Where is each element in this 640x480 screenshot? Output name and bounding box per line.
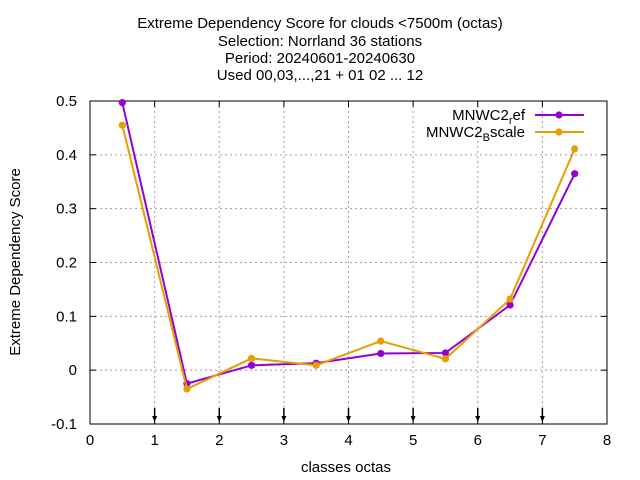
arrow-marker bbox=[539, 408, 545, 422]
tick-label-layer: 0 1 2 3 4 5 6 7 8 -0.1 0 0.1 0.2 0.3 0.4 0.5 bbox=[51, 93, 611, 449]
series-2 bbox=[118, 121, 579, 393]
x-tick-label: 2 bbox=[215, 432, 223, 449]
data-point bbox=[312, 361, 320, 369]
arrow-marker-layer bbox=[152, 408, 545, 422]
x-tick-label: 5 bbox=[409, 432, 417, 449]
arrow-marker bbox=[216, 408, 222, 422]
data-point bbox=[377, 349, 385, 358]
legend-label: MNWC2Bscale bbox=[426, 124, 525, 144]
data-point bbox=[571, 145, 579, 153]
x-tick-label: 8 bbox=[603, 432, 611, 449]
legend-label: MNWC2ref bbox=[452, 107, 526, 127]
arrow-marker-head bbox=[410, 416, 416, 422]
data-point bbox=[441, 349, 450, 357]
data-point bbox=[506, 295, 514, 303]
data-point bbox=[571, 170, 579, 178]
chart-title-line-3: Period: 20240601-20240630 bbox=[224, 50, 416, 67]
x-tick-label: 7 bbox=[538, 432, 546, 449]
series-1 bbox=[118, 99, 579, 388]
arrow-marker bbox=[281, 408, 287, 422]
arrow-marker-head bbox=[152, 416, 158, 422]
y-tick-label: 0.5 bbox=[56, 93, 77, 110]
x-tick-label: 1 bbox=[150, 432, 158, 449]
arrow-marker bbox=[475, 408, 481, 422]
data-point bbox=[247, 361, 256, 369]
x-tick-label: 4 bbox=[344, 432, 352, 449]
arrow-marker bbox=[346, 408, 351, 422]
legend-entry-1: MNWC2ref bbox=[452, 107, 584, 127]
series-layer bbox=[118, 99, 579, 393]
arrow-marker-head bbox=[475, 416, 481, 422]
y-tick-label: 0 bbox=[69, 362, 77, 379]
y-tick-label: 0.2 bbox=[56, 255, 77, 272]
x-tick-label: 3 bbox=[280, 432, 288, 449]
data-point bbox=[183, 385, 191, 393]
arrow-marker bbox=[152, 408, 158, 422]
data-point bbox=[377, 337, 385, 345]
y-tick-label: 0.3 bbox=[56, 201, 77, 218]
legend-swatch-point bbox=[555, 128, 563, 136]
data-point bbox=[118, 99, 126, 107]
chart-title-line-1: Extreme Dependency Score for clouds <750… bbox=[137, 15, 503, 32]
data-point bbox=[441, 355, 450, 363]
y-tick-label: 0.1 bbox=[56, 308, 77, 325]
grid-layer bbox=[90, 101, 607, 424]
chart-title-line-4: Used 00,03,...,21 + 01 02 ... 12 bbox=[216, 67, 424, 84]
arrow-marker-head bbox=[281, 416, 287, 422]
series-line bbox=[121, 124, 576, 391]
data-point bbox=[247, 354, 256, 362]
legend-swatch-point bbox=[555, 111, 563, 119]
chart-title-line-2: Selection: Norrland 36 stations bbox=[217, 33, 423, 50]
y-axis-label: Extreme Dependency Score bbox=[7, 168, 24, 356]
legend-entry-2: MNWC2Bscale bbox=[426, 124, 584, 144]
x-tick-label: 6 bbox=[474, 432, 482, 449]
y-tick-label: 0.4 bbox=[56, 147, 77, 164]
y-tick-label: -0.1 bbox=[51, 416, 77, 433]
arrow-marker-head bbox=[216, 416, 222, 422]
x-tick-label: 0 bbox=[86, 432, 94, 449]
arrow-marker-head bbox=[346, 416, 351, 422]
data-point bbox=[118, 121, 126, 129]
series-line bbox=[121, 102, 576, 385]
data-point bbox=[506, 301, 514, 309]
arrow-marker bbox=[410, 408, 416, 422]
arrow-marker-head bbox=[539, 416, 545, 422]
x-axis-label: classes octas bbox=[301, 459, 391, 476]
